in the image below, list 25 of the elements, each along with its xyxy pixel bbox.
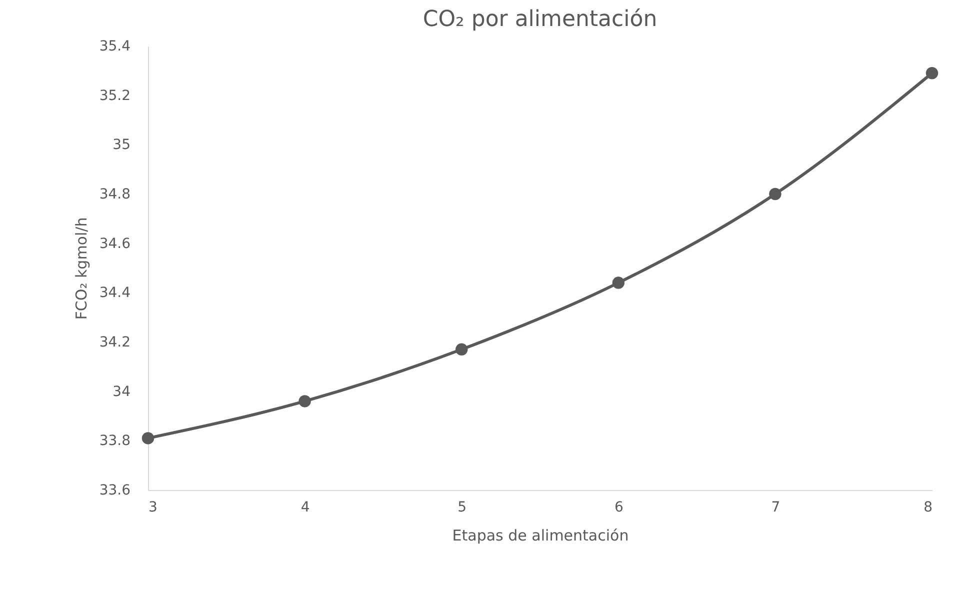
y-tick-label: 34.8 <box>99 186 130 202</box>
point <box>926 67 938 80</box>
y-tick-label: 34.6 <box>99 236 131 252</box>
y-tick-label: 35 <box>112 137 130 154</box>
point <box>142 432 154 444</box>
x-tick-label: 5 <box>458 500 467 516</box>
point <box>455 343 468 356</box>
x-tick-label: 4 <box>300 500 310 516</box>
x-axis-title: Etapas de alimentación <box>452 526 629 544</box>
y-tick-label: 35.4 <box>99 38 131 54</box>
y-tick-label: 33.8 <box>99 433 130 450</box>
y-tick-label: 34.2 <box>99 334 130 350</box>
x-tick-label: 6 <box>614 500 624 516</box>
y-axis-title: FCO₂ kgmol/h <box>72 217 90 320</box>
y-tick-label: 35.2 <box>99 88 130 104</box>
point <box>298 395 311 408</box>
y-tick-label: 34.4 <box>99 285 131 302</box>
y-tick-label: 33.6 <box>99 482 131 498</box>
chart-title: CO₂ por alimentación <box>422 7 658 32</box>
point <box>769 188 782 200</box>
x-tick-label: 8 <box>924 500 932 516</box>
point <box>612 276 625 289</box>
x-tick-label: 3 <box>148 500 158 516</box>
y-tick-label: 34 <box>112 384 131 400</box>
x-tick-label: 7 <box>771 500 780 516</box>
